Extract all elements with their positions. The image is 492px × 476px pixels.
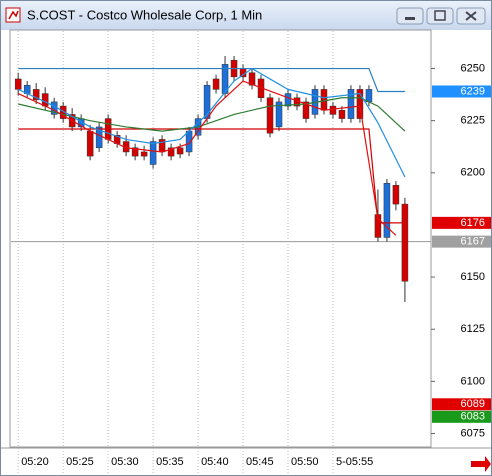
price-marker xyxy=(432,398,491,411)
close-glyph xyxy=(465,11,477,21)
candle-body xyxy=(284,93,292,107)
price-marker xyxy=(432,410,491,423)
candle-body xyxy=(401,203,409,282)
candle-body xyxy=(59,105,67,119)
x-tick-label: 5-05:55 xyxy=(336,456,373,468)
price-marker xyxy=(432,216,491,229)
indicator-line xyxy=(17,67,406,178)
candle-body xyxy=(212,78,220,90)
app-icon xyxy=(5,7,21,23)
x-tick-label: 05:50 xyxy=(291,456,319,468)
candle-body xyxy=(248,72,256,86)
price-marker xyxy=(432,85,491,98)
candle-body xyxy=(329,105,337,115)
price-marker-label: 6167 xyxy=(461,236,485,248)
y-tick-label: 6100 xyxy=(461,375,485,387)
minimize-glyph xyxy=(405,17,415,20)
candle-body xyxy=(392,185,400,205)
candle-body xyxy=(356,89,364,119)
chart-title: S.COST - Costco Wholesale Corp, 1 Min xyxy=(27,7,262,22)
maximize-glyph xyxy=(434,10,446,21)
candle-body xyxy=(32,89,40,101)
price-marker xyxy=(432,235,491,248)
candle-body xyxy=(86,130,94,157)
indicator-line xyxy=(17,80,397,236)
candle-body xyxy=(275,101,283,128)
candle-body xyxy=(140,151,148,157)
price-marker-label: 6083 xyxy=(461,411,485,423)
candle-body xyxy=(320,89,328,111)
indicator-line xyxy=(18,67,405,93)
candle-body xyxy=(302,101,310,119)
minimize-button[interactable] xyxy=(396,7,424,25)
candle-body xyxy=(365,89,373,103)
candle-body xyxy=(221,64,229,94)
price-marker-label: 6089 xyxy=(461,398,485,410)
candle-body xyxy=(95,126,103,149)
scroll-arrow[interactable] xyxy=(471,456,491,472)
x-tick-label: 05:25 xyxy=(66,456,94,468)
indicator-line xyxy=(18,97,406,132)
y-tick-label: 6125 xyxy=(461,323,485,335)
x-tick-label: 05:35 xyxy=(156,456,184,468)
candle-body xyxy=(383,182,391,238)
candle-body xyxy=(347,89,355,119)
candle-body xyxy=(131,147,139,157)
y-tick-label: 6250 xyxy=(461,62,485,74)
y-tick-label: 6225 xyxy=(461,115,485,127)
x-tick-label: 05:40 xyxy=(201,456,229,468)
candle-body xyxy=(176,147,184,155)
candle-body xyxy=(374,214,382,238)
indicator-line xyxy=(18,128,405,224)
app-icon-glyph xyxy=(8,10,19,20)
maximize-button[interactable] xyxy=(426,7,454,25)
y-tick-label: 6150 xyxy=(461,271,485,283)
y-tick-label: 6075 xyxy=(461,427,485,439)
price-marker-label: 6176 xyxy=(461,217,485,229)
candle-body xyxy=(338,109,346,119)
price-marker-label: 6239 xyxy=(461,85,485,97)
y-tick-label: 6200 xyxy=(461,167,485,179)
candle-body xyxy=(167,147,175,157)
x-tick-label: 05:20 xyxy=(21,456,49,468)
candle-body xyxy=(14,78,22,90)
x-tick-label: 05:30 xyxy=(111,456,139,468)
candle-body xyxy=(266,97,274,134)
candle-body xyxy=(149,141,157,165)
x-tick-label: 05:45 xyxy=(246,456,274,468)
candle-body xyxy=(41,93,49,107)
